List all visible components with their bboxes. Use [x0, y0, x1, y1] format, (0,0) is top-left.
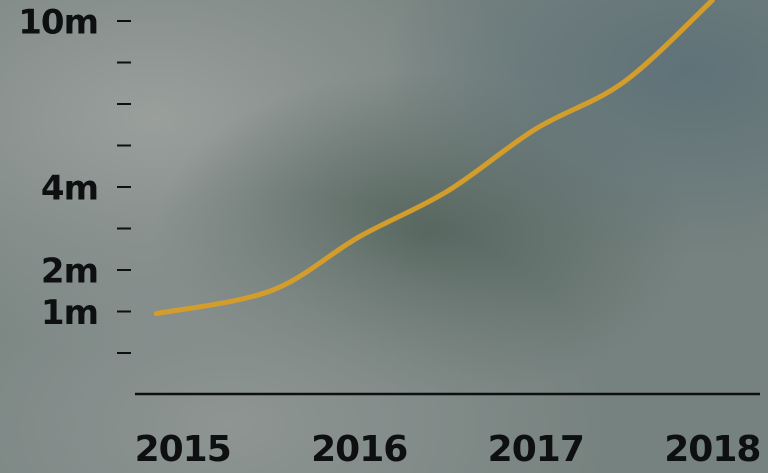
x-tick-label: 2017	[488, 429, 584, 470]
y-tick-label: 1m	[41, 293, 98, 333]
y-tick-label: 10m	[18, 3, 98, 43]
x-tick-label: 2016	[311, 429, 407, 470]
x-tick-label: 2015	[135, 429, 231, 470]
y-tick-label: 4m	[41, 169, 98, 209]
y-tick-label: 2m	[41, 252, 98, 292]
data-line	[153, 0, 715, 317]
x-tick-label: 2018	[664, 429, 760, 470]
